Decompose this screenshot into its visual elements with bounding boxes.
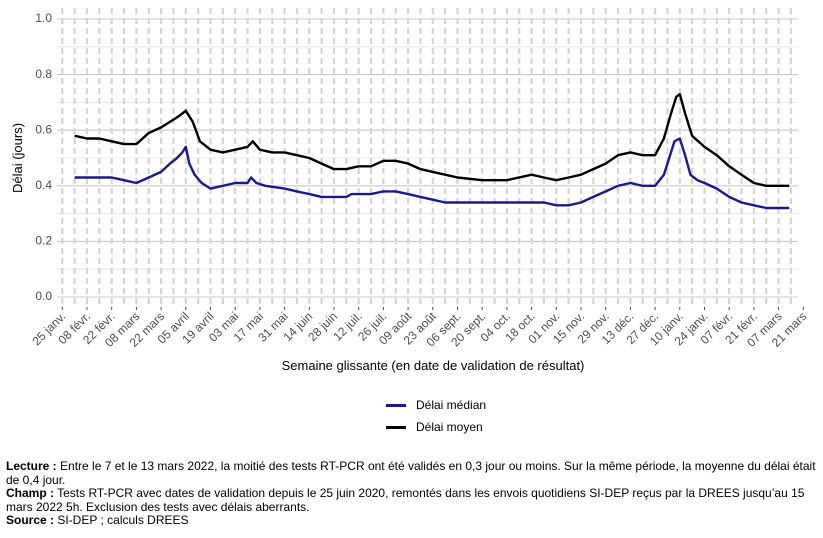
note-champ-text: Tests RT-PCR avec dates de validation de… [6, 486, 805, 514]
x-axis-title: Semaine glissante (en date de validation… [282, 358, 585, 373]
legend-swatch-median [386, 403, 406, 407]
line-chart: 0.0 0.2 0.4 0.6 0.8 1.0 25 janv.08 févr.22 fé… [10, 8, 809, 373]
note-source-text: SI-DEP ; calculs DREES [54, 513, 189, 527]
y-tick-label: 0.6 [35, 122, 52, 136]
note-champ-label: Champ : [6, 486, 54, 500]
series-line-median [74, 137, 790, 210]
legend-item-median: Délai médian [386, 394, 486, 416]
note-source: Source : SI-DEP ; calculs DREES [6, 513, 818, 528]
y-tick-label: 0.8 [35, 67, 52, 81]
y-tick-label: 0.2 [35, 234, 52, 248]
y-axis-title: Délai (jours) [10, 123, 25, 193]
note-lecture-text: Entre le 7 et le 13 mars 2022, la moitié… [6, 459, 816, 487]
note-champ: Champ : Tests RT-PCR avec dates de valid… [6, 486, 818, 514]
note-lecture-label: Lecture : [6, 459, 57, 473]
series-line-mean [74, 92, 790, 187]
chart-notes: Lecture : Entre le 7 et le 13 mars 2022,… [6, 459, 818, 528]
series-lines [74, 92, 790, 210]
y-axis-ticks: 0.0 0.2 0.4 0.6 0.8 1.0 [35, 11, 52, 303]
y-tick-label: 0.0 [35, 289, 52, 303]
legend-label-mean: Délai moyen [416, 420, 483, 434]
grid-lines [57, 8, 798, 307]
y-tick-label: 1.0 [35, 11, 52, 25]
y-tick-label: 0.4 [35, 178, 52, 192]
legend-label-median: Délai médian [416, 398, 487, 412]
chart-legend: Délai médian Délai moyen [386, 394, 486, 438]
note-lecture: Lecture : Entre le 7 et le 13 mars 2022,… [6, 459, 818, 487]
note-source-label: Source : [6, 513, 55, 527]
legend-item-mean: Délai moyen [386, 416, 486, 438]
legend-swatch-mean [386, 425, 406, 429]
